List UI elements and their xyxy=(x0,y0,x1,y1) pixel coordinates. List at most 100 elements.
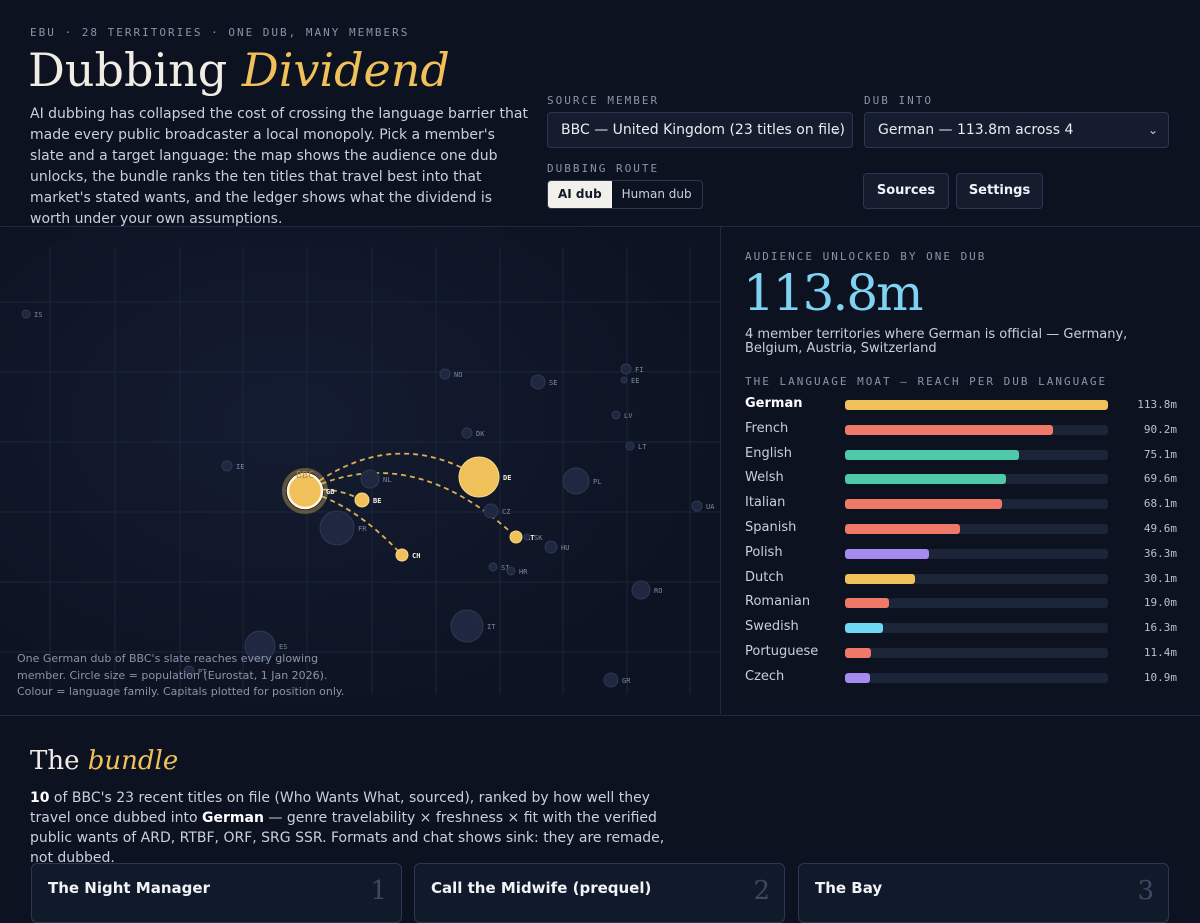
chevron-down-icon: ⌄ xyxy=(1147,123,1158,137)
country-code-label: PT xyxy=(198,668,207,676)
bundle-card[interactable]: The Bay 3 xyxy=(798,863,1169,923)
country-node-nl[interactable]: NL xyxy=(360,469,391,489)
moat-bar-track xyxy=(845,623,1108,634)
country-node-de[interactable]: DE xyxy=(458,456,511,498)
bundle-description: 10 of BBC's 23 recent titles on file (Wh… xyxy=(30,788,680,868)
country-code-label: NO xyxy=(454,371,462,379)
moat-bar-fill xyxy=(845,648,872,658)
country-node-fi[interactable]: FI xyxy=(620,363,643,375)
country-code-label: LT xyxy=(638,443,647,451)
country-node-it[interactable]: IT xyxy=(450,609,496,643)
settings-button[interactable]: Settings xyxy=(956,173,1043,209)
moat-row-portuguese[interactable]: Portuguese 11.4m xyxy=(745,643,1177,663)
moat-row-swedish[interactable]: Swedish 16.3m xyxy=(745,618,1177,638)
moat-row-italian[interactable]: Italian 68.1m xyxy=(745,494,1177,514)
moat-language: Portuguese xyxy=(745,644,819,659)
country-node-pl[interactable]: PL xyxy=(562,467,601,495)
country-code-label: FR xyxy=(358,525,367,533)
moat-row-french[interactable]: French 90.2m xyxy=(745,420,1177,440)
moat-row-polish[interactable]: Polish 36.3m xyxy=(745,544,1177,564)
route-human-dub[interactable]: Human dub xyxy=(621,187,692,201)
country-node-hr[interactable]: HR xyxy=(506,566,528,576)
moat-value: 11.4m xyxy=(1143,646,1177,659)
moat-language: Czech xyxy=(745,668,785,684)
audience-map: IS NO SE FI EE LV LT DK IE GB NL BE DE PL UA CZ FR ATSK HU… xyxy=(0,227,721,714)
map-canvas: IS NO SE FI EE LV LT DK IE GB NL BE DE PL UA CZ FR ATSK HU… xyxy=(0,247,720,694)
country-code-label: HU xyxy=(561,544,569,552)
country-node-ch[interactable]: CH xyxy=(395,548,420,562)
country-node-lt[interactable]: LT xyxy=(625,441,647,451)
country-node-si[interactable]: SI xyxy=(488,562,509,572)
bundle-card-title: Call the Midwife (prequel) xyxy=(431,879,652,897)
country-code-label: BE xyxy=(373,497,381,505)
moat-row-english[interactable]: English 75.1m xyxy=(745,445,1177,465)
source-member-select[interactable]: BBC — United Kingdom (23 titles on file)… xyxy=(547,112,853,148)
country-code-label: CH xyxy=(412,552,420,560)
country-node-lv[interactable]: LV xyxy=(611,410,633,420)
country-node-ro[interactable]: RO xyxy=(631,580,662,600)
moat-bar-fill xyxy=(845,672,871,683)
bundle-card-rank: 3 xyxy=(1137,876,1154,906)
bundle-card-rank: 1 xyxy=(370,876,387,906)
country-node-be[interactable]: BE xyxy=(354,492,381,508)
country-code-label: ES xyxy=(279,643,287,651)
moat-row-welsh[interactable]: Welsh 69.6m xyxy=(745,469,1177,489)
country-node-gb[interactable]: GB xyxy=(282,468,334,514)
moat-row-romanian[interactable]: Romanian 19.0m xyxy=(745,593,1177,613)
bundle-title-main: The xyxy=(30,746,88,776)
moat-value: 16.3m xyxy=(1143,621,1177,635)
route-ai-dub[interactable]: AI dub xyxy=(548,181,612,208)
moat-row-german[interactable]: German 113.8m xyxy=(745,395,1177,415)
country-code-label: LV xyxy=(624,412,633,420)
country-node-ie[interactable]: IE xyxy=(221,460,244,472)
country-node-is[interactable]: IS xyxy=(21,309,42,319)
moat-language: Polish xyxy=(745,544,783,560)
bundle-card-title: The Night Manager xyxy=(48,879,210,897)
country-code-label: SI xyxy=(501,564,509,572)
moat-bar-track xyxy=(845,474,1108,485)
country-node-se[interactable]: SE xyxy=(530,374,557,390)
moat-bar-track xyxy=(845,648,1108,658)
moat-row-spanish[interactable]: Spanish 49.6m xyxy=(745,519,1177,539)
dub-into-select[interactable]: German — 113.8m across 4 ⌄ xyxy=(864,112,1169,148)
sources-button[interactable]: Sources xyxy=(863,173,949,209)
country-node-no[interactable]: NO xyxy=(439,368,462,380)
country-code-label: PL xyxy=(593,478,601,486)
country-node-ua[interactable]: UA xyxy=(691,500,715,512)
moat-language: German xyxy=(745,396,803,411)
source-member-value: BBC — United Kingdom (23 titles on file) xyxy=(561,122,845,138)
country-node-dk[interactable]: DK xyxy=(461,427,485,439)
country-node-gr[interactable]: GR xyxy=(603,672,631,688)
moat-bar-fill xyxy=(845,400,1108,410)
country-node-ee[interactable]: EE xyxy=(620,376,639,385)
moat-bar-track xyxy=(845,524,1108,534)
moat-bar-fill xyxy=(845,548,929,559)
moat-bar-track xyxy=(845,548,1108,559)
dub-into-label: DUB INTO xyxy=(864,94,933,107)
country-node-es[interactable]: ES xyxy=(244,630,287,662)
dub-arc-at xyxy=(304,472,517,538)
moat-value: 19.0m xyxy=(1143,596,1177,610)
moat-row-czech[interactable]: Czech 10.9m xyxy=(745,668,1177,688)
country-node-at[interactable]: AT xyxy=(509,530,534,544)
bundle-card[interactable]: Call the Midwife (prequel) 2 xyxy=(414,863,785,923)
country-node-hu[interactable]: HU xyxy=(544,540,569,554)
moat-language: Romanian xyxy=(745,594,811,610)
title-main: Dubbing xyxy=(28,43,242,97)
audience-label: AUDIENCE UNLOCKED BY ONE DUB xyxy=(745,250,987,263)
country-node-fr[interactable]: FR xyxy=(319,510,367,546)
bundle-card[interactable]: The Night Manager 1 xyxy=(31,863,402,923)
intro-text: AI dubbing has collapsed the cost of cro… xyxy=(30,106,528,227)
country-node-pt[interactable]: PT xyxy=(183,665,207,677)
country-code-label: EE xyxy=(631,377,639,385)
moat-language: English xyxy=(745,445,792,461)
map-note: One German dub of BBC's slate reaches ev… xyxy=(17,652,345,698)
country-code-label: SE xyxy=(549,379,557,387)
moat-bar-fill xyxy=(845,474,1006,485)
moat-bar-track xyxy=(845,573,1108,584)
moat-row-dutch[interactable]: Dutch 30.1m xyxy=(745,569,1177,589)
country-node-sk[interactable]: SK xyxy=(523,533,543,542)
country-node-cz[interactable]: CZ xyxy=(483,503,510,519)
moat-bar-fill xyxy=(845,524,960,534)
bundle-count: 10 xyxy=(30,790,50,806)
